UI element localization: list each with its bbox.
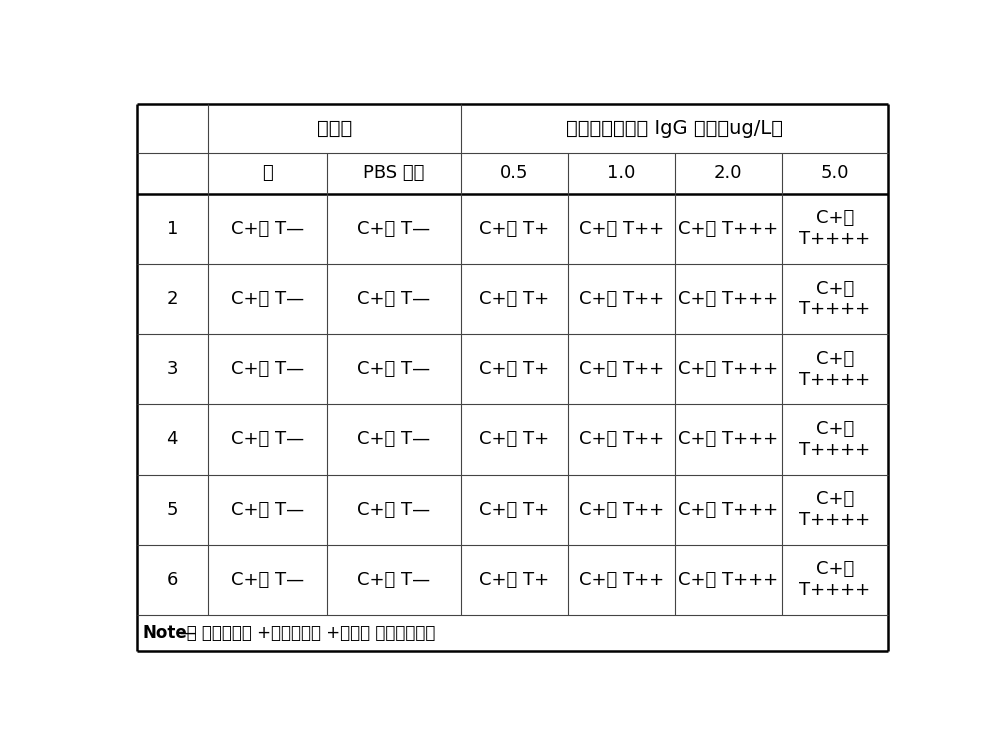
- Text: C+， T—: C+， T—: [231, 500, 304, 518]
- Text: C+， T+: C+， T+: [479, 361, 550, 378]
- Text: PBS 溶液: PBS 溶液: [363, 164, 424, 183]
- Text: C+，
T++++: C+， T++++: [799, 490, 871, 529]
- Text: C+， T—: C+， T—: [231, 361, 304, 378]
- Text: C+， T+++: C+， T+++: [678, 571, 778, 589]
- Text: C+， T+++: C+， T+++: [678, 361, 778, 378]
- Text: C+，
T++++: C+， T++++: [799, 280, 871, 319]
- Text: C+， T+++: C+， T+++: [678, 290, 778, 308]
- Text: C+， T+: C+， T+: [479, 290, 550, 308]
- Text: 1.0: 1.0: [607, 164, 635, 183]
- Text: C+， T—: C+， T—: [357, 571, 430, 589]
- Text: C+， T—: C+， T—: [231, 571, 304, 589]
- Text: C+， T—: C+， T—: [231, 290, 304, 308]
- Text: C+， T—: C+， T—: [357, 361, 430, 378]
- Text: C+， T++: C+， T++: [579, 220, 664, 238]
- Text: C+， T—: C+， T—: [357, 500, 430, 518]
- Text: Note：: Note：: [143, 624, 198, 643]
- Text: — 表示隐形， +表示阳性， +越多， 荧光强度越大: — 表示隐形， +表示阳性， +越多， 荧光强度越大: [180, 624, 435, 643]
- Text: 对照组: 对照组: [317, 119, 352, 138]
- Text: C+， T++: C+， T++: [579, 500, 664, 518]
- Text: C+， T—: C+， T—: [231, 431, 304, 449]
- Text: C+， T+: C+， T+: [479, 571, 550, 589]
- Text: C+，
T++++: C+， T++++: [799, 560, 871, 599]
- Text: C+，
T++++: C+， T++++: [799, 209, 871, 248]
- Text: 1: 1: [167, 220, 178, 238]
- Text: 6: 6: [167, 571, 178, 589]
- Text: 实验组乙脑病毒 IgG 溶液（ug/L）: 实验组乙脑病毒 IgG 溶液（ug/L）: [566, 119, 783, 138]
- Text: 0.5: 0.5: [500, 164, 529, 183]
- Text: 5.0: 5.0: [821, 164, 849, 183]
- Text: C+， T—: C+， T—: [357, 431, 430, 449]
- Text: 4: 4: [166, 431, 178, 449]
- Text: C+， T—: C+， T—: [357, 220, 430, 238]
- Text: C+， T+: C+， T+: [479, 431, 550, 449]
- Text: C+， T++: C+， T++: [579, 571, 664, 589]
- Text: C+， T+: C+， T+: [479, 220, 550, 238]
- Text: 5: 5: [166, 500, 178, 518]
- Text: C+， T—: C+， T—: [231, 220, 304, 238]
- Text: C+， T+++: C+， T+++: [678, 220, 778, 238]
- Text: C+， T++: C+， T++: [579, 361, 664, 378]
- Text: C+， T—: C+， T—: [357, 290, 430, 308]
- Text: 3: 3: [166, 361, 178, 378]
- Text: 2.0: 2.0: [714, 164, 742, 183]
- Text: C+， T+: C+， T+: [479, 500, 550, 518]
- Text: 水: 水: [262, 164, 273, 183]
- Text: C+， T+++: C+， T+++: [678, 431, 778, 449]
- Text: C+， T++: C+， T++: [579, 290, 664, 308]
- Text: C+， T++: C+， T++: [579, 431, 664, 449]
- Text: C+，
T++++: C+， T++++: [799, 350, 871, 389]
- Text: C+， T+++: C+， T+++: [678, 500, 778, 518]
- Text: C+，
T++++: C+， T++++: [799, 420, 871, 459]
- Text: 2: 2: [166, 290, 178, 308]
